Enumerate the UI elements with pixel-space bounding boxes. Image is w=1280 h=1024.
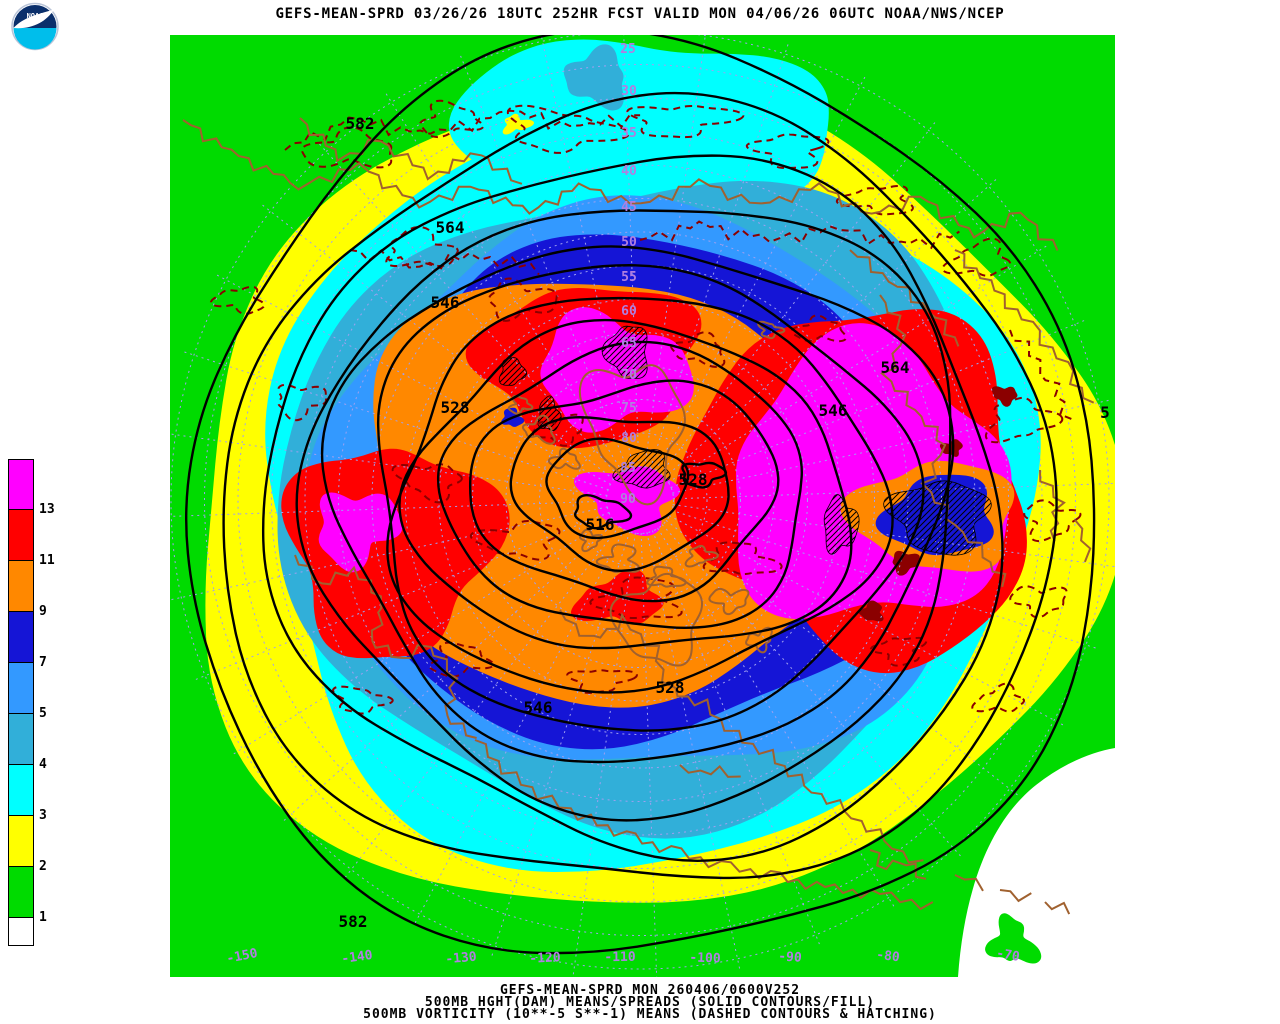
latitude-label: 25 (620, 42, 636, 57)
height-contour-label: 546 (431, 293, 460, 312)
colorbar-label: 1 (39, 910, 47, 925)
height-contour-label: 564 (881, 358, 910, 377)
latitude-label: 35 (621, 126, 637, 141)
latitude-label: 85 (620, 461, 636, 476)
footer-line-2: 500MB HGHT(DAM) MEANS/SPREADS (SOLID CON… (424, 995, 876, 1010)
latitude-label: 45 (621, 200, 637, 215)
latitude-label: 55 (621, 270, 637, 285)
latitude-label: 75 (621, 401, 637, 416)
height-contour-label: 528 (679, 470, 708, 489)
colorbar-segment: 5 (8, 663, 47, 721)
colorbar-label: 7 (39, 655, 47, 670)
vorticity-contours (209, 99, 1082, 715)
spread-colorbar: 13 11 9 7 5 4 3 2 1 (8, 459, 55, 946)
height-contour-label: 564 (436, 218, 465, 237)
colorbar-label: 5 (39, 706, 47, 721)
height-contour-label: 516 (586, 515, 615, 534)
longitude-label: -90 (778, 949, 803, 966)
noaa-logo-text: NOAA (27, 12, 45, 20)
longitude-label: -140 (341, 948, 374, 967)
height-contour-label: 5 (1100, 403, 1110, 422)
height-contour-label: 546 (819, 401, 848, 420)
noaa-logo: NOAA (11, 2, 59, 51)
latitude-label: 60 (621, 304, 637, 319)
coastlines (182, 117, 1095, 915)
chart-title: GEFS-MEAN-SPRD 03/26/26 18UTC 252HR FCST… (275, 6, 1005, 22)
colorbar-label: 13 (39, 502, 55, 517)
colorbar-segment: 7 (8, 612, 47, 670)
colorbar-label: 2 (39, 859, 47, 874)
longitude-label: -120 (529, 950, 561, 966)
colorbar-segment (8, 918, 34, 946)
map-layers: 582 564 546 528 516 528 546 564 546 528 582 5 25 30 35… (170, 35, 1115, 977)
latitude-label: 90 (620, 492, 636, 507)
latitude-label: 80 (621, 431, 637, 446)
longitude-label: -100 (689, 951, 721, 967)
latitude-label: 30 (621, 84, 637, 99)
colorbar-segment: 9 (8, 561, 47, 619)
map-labels: 582 564 546 528 516 528 546 564 546 528 582 5 25 30 35… (225, 42, 1110, 967)
longitude-label: -130 (445, 950, 478, 968)
colorbar-segment: 3 (8, 765, 47, 823)
colorbar-segment: 11 (8, 510, 55, 568)
latitude-label: 40 (621, 164, 637, 179)
longitude-label: -150 (225, 946, 259, 967)
colorbar-segment: 2 (8, 816, 47, 874)
height-contour-label: 528 (441, 398, 470, 417)
latitude-label: 70 (621, 368, 637, 383)
colorbar-label: 11 (39, 553, 55, 568)
height-contour-label: 546 (524, 698, 553, 717)
colorbar-segment: 13 (8, 459, 55, 517)
height-contour-label: 582 (346, 114, 375, 133)
longitude-label: -110 (604, 950, 636, 965)
footer-line-1: GEFS-MEAN-SPRD MON 260406/0600V252 (499, 983, 801, 998)
latitude-label: 65 (621, 336, 637, 351)
colorbar-label: 4 (39, 757, 47, 772)
colorbar-segment: 4 (8, 714, 47, 772)
noaa-logo-sea (13, 28, 57, 50)
noaa-bird-icon (13, 9, 54, 29)
colorbar-label: 3 (39, 808, 47, 823)
colorbar-label: 9 (39, 604, 47, 619)
noaa-logo-ring (11, 2, 59, 51)
height-contour-label: 582 (339, 912, 368, 931)
longitude-label: -80 (875, 948, 900, 966)
latitude-label: 50 (621, 235, 637, 250)
height-contours (185, 35, 1096, 955)
colorbar-segment: 1 (8, 867, 47, 925)
footer-line-3: 500MB VORTICITY (10**-5 S**-1) MEANS (DA… (363, 1007, 937, 1022)
height-contour-label: 528 (656, 678, 685, 697)
longitude-label: -70 (995, 946, 1021, 965)
footer-caption: GEFS-MEAN-SPRD MON 260406/0600V252 500MB… (10, 983, 1280, 1022)
